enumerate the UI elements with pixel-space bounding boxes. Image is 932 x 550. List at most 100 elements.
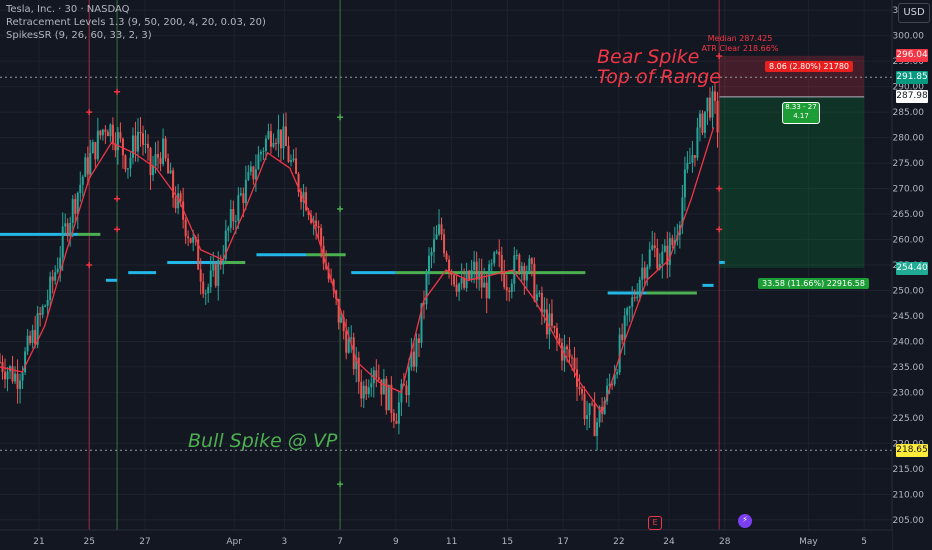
candle-body xyxy=(307,210,310,215)
candle-body xyxy=(560,342,563,361)
candle-body xyxy=(708,97,711,118)
candle-body xyxy=(646,266,649,279)
candle-body xyxy=(101,129,104,136)
price-tick-label: 225.00 xyxy=(893,414,925,424)
candle-body xyxy=(74,199,77,214)
price-tag[interactable]: 218.65 xyxy=(896,443,928,457)
candle-body xyxy=(440,224,443,235)
candle-body xyxy=(613,374,616,385)
candle-body xyxy=(375,370,378,378)
stop-loss-tag[interactable]: 8.06 (2.80%) 21780 xyxy=(765,61,854,72)
candle-body xyxy=(591,403,594,405)
indicator-spikessr-label[interactable]: SpikesSR (9, 26, 60, 33, 2, 3) xyxy=(6,30,152,41)
price-tick-label: 240.00 xyxy=(893,337,925,347)
candle-body xyxy=(249,166,252,172)
candle-body xyxy=(407,367,410,396)
candle-body xyxy=(716,100,719,133)
candle-body xyxy=(458,283,461,292)
candle-body xyxy=(14,373,17,382)
candle-body xyxy=(611,383,614,385)
candle-body xyxy=(470,269,473,280)
candle-body xyxy=(598,406,601,423)
time-tick-label: 11 xyxy=(446,537,457,547)
candle-body xyxy=(367,387,370,395)
candle-body xyxy=(553,325,556,329)
candle-body xyxy=(19,380,22,389)
candle-body xyxy=(232,209,235,222)
time-tick-label: 21 xyxy=(33,537,44,547)
candle-body xyxy=(209,270,212,288)
price-tick-label: 295.00 xyxy=(893,57,925,67)
candle-body xyxy=(443,234,446,254)
candle-body xyxy=(36,313,39,345)
candle-body xyxy=(187,236,190,239)
candle-body xyxy=(254,169,257,180)
candle-body xyxy=(535,294,538,301)
candle-body xyxy=(26,335,29,352)
candle-body xyxy=(284,126,287,146)
price-tick-label: 300.00 xyxy=(893,32,925,42)
price-tag[interactable]: 296.04 xyxy=(896,49,928,63)
candle-body xyxy=(162,138,165,165)
candle-body xyxy=(681,197,684,226)
candle-body xyxy=(666,245,669,265)
candle-body xyxy=(124,155,127,170)
candle-body xyxy=(570,357,573,359)
candle-body xyxy=(508,290,511,292)
candle-body xyxy=(257,154,260,170)
position-info-box[interactable]: 8.33 - 27 4.17 xyxy=(782,102,820,124)
time-axis[interactable]: 21 25 27 Apr 3 7 9 11 15 17 22 24 28 May 5 xyxy=(0,529,892,550)
candle-body xyxy=(192,236,195,243)
top-of-range-label: Top of Range xyxy=(597,66,721,88)
indicator-retracement-label[interactable]: Retracement Levels 1.3 (9, 50, 200, 4, 2… xyxy=(6,17,266,28)
candle-body xyxy=(217,260,220,286)
candle-body xyxy=(247,171,250,180)
candle-body xyxy=(390,384,393,413)
candle-body xyxy=(69,222,72,237)
volume-profile-levels xyxy=(0,232,725,295)
price-tick-label: 285.00 xyxy=(893,108,925,118)
candle-body xyxy=(493,252,496,264)
bear-spike-label: Bear Spike xyxy=(597,46,700,68)
candles xyxy=(0,83,719,451)
candle-body xyxy=(342,317,345,332)
candle-body xyxy=(636,296,639,299)
candle-body xyxy=(468,270,471,280)
candle-body xyxy=(279,129,282,149)
currency-button[interactable]: USD xyxy=(898,3,930,23)
price-tag[interactable]: 291.85 xyxy=(896,70,928,84)
candle-body xyxy=(540,292,543,313)
candle-body xyxy=(380,379,383,395)
candle-body xyxy=(79,184,82,193)
price-tag[interactable]: 287.98 xyxy=(896,90,928,104)
candle-body xyxy=(144,143,147,145)
candle-body xyxy=(668,238,671,265)
candle-body xyxy=(500,254,503,271)
candle-body xyxy=(513,255,516,284)
candle-body xyxy=(274,142,277,144)
candle-body xyxy=(207,287,210,294)
target-tag[interactable]: 33.58 (11.66%) 22916.58 xyxy=(758,278,869,289)
candle-body xyxy=(302,192,305,203)
candle-body xyxy=(21,372,24,381)
chart-title[interactable]: Tesla, Inc. · 30 · NASDAQ xyxy=(6,4,130,15)
candle-body xyxy=(633,297,636,299)
candle-body xyxy=(653,245,656,249)
candle-body xyxy=(435,234,438,240)
candle-body xyxy=(244,179,247,204)
price-tag[interactable]: 254.40 xyxy=(896,261,928,275)
ai-event-icon[interactable]: ⚡ xyxy=(738,514,752,528)
candle-body xyxy=(227,227,230,231)
candle-body xyxy=(154,154,157,166)
candle-body xyxy=(179,193,182,202)
earnings-event-icon[interactable]: E xyxy=(648,516,662,530)
candle-body xyxy=(478,272,481,280)
time-tick-label: 27 xyxy=(139,537,150,547)
candle-body xyxy=(626,308,629,316)
price-tick-label: 235.00 xyxy=(893,363,925,373)
candle-body xyxy=(671,238,674,245)
candle-body xyxy=(550,313,553,326)
candle-body xyxy=(518,254,521,273)
candle-body xyxy=(184,219,187,237)
